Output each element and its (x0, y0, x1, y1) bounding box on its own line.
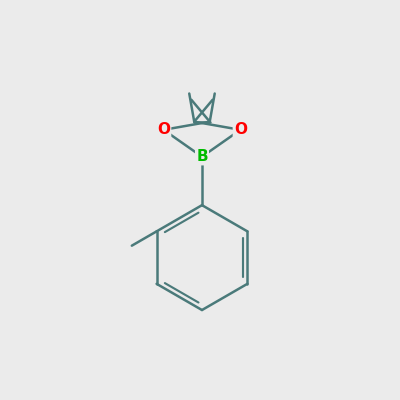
Text: B: B (196, 149, 208, 164)
Text: O: O (157, 122, 170, 137)
Text: O: O (234, 122, 247, 137)
